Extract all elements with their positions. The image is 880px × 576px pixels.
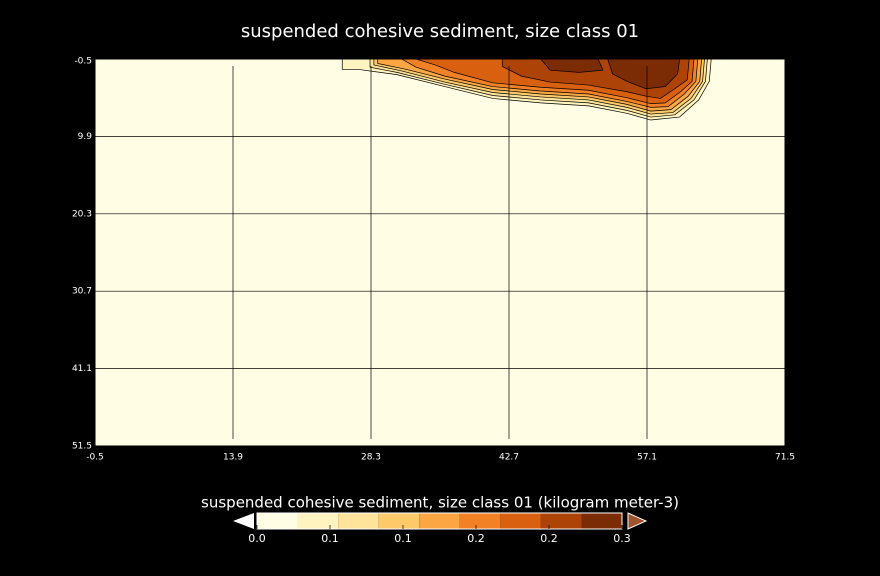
y-tick-label: 9.9 [78,132,93,142]
colorbar-tick-label: 0.0 [248,532,266,545]
x-tick-label: -0.5 [86,453,104,463]
colorbar-segment [297,513,339,529]
y-tick-label: 30.7 [72,287,92,297]
colorbar-frame [256,512,623,530]
x-tick-label: 42.7 [499,453,519,463]
colorbar-segment [581,513,622,529]
y-tick-label: 41.1 [72,364,92,374]
colorbar-tick-label: 0.2 [467,532,485,545]
colorbar-segment [257,513,298,529]
contour-region [607,58,680,90]
chart-title: suspended cohesive sediment, size class … [241,21,639,42]
colorbar-segment [500,513,541,529]
plot-area [95,59,785,446]
colorbar-tick-label: 0.1 [321,532,339,545]
colorbar-segment [378,513,420,529]
colorbar-label: suspended cohesive sediment, size class … [201,494,679,512]
colorbar-tick-label: 0.3 [613,532,631,545]
colorbar-segment [419,513,460,529]
x-tick-label: 57.1 [637,453,657,463]
colorbar-segment [338,513,379,529]
y-tick-label: -0.5 [74,57,92,67]
colorbar-segment [540,513,582,529]
y-tick-label: 51.5 [72,442,92,452]
colorbar-tick-label: 0.1 [394,532,412,545]
colorbar-segment [459,513,501,529]
colorbar-over-arrow [627,512,648,530]
x-tick-label: 28.3 [361,453,381,463]
colorbar-under-arrow [233,513,254,529]
colorbar-tick-label: 0.2 [540,532,558,545]
x-tick-label: 13.9 [223,453,243,463]
contour-region [539,58,604,73]
plot-frame [94,58,786,447]
y-tick-label: 20.3 [72,209,92,219]
x-tick-label: 71.5 [775,453,795,463]
